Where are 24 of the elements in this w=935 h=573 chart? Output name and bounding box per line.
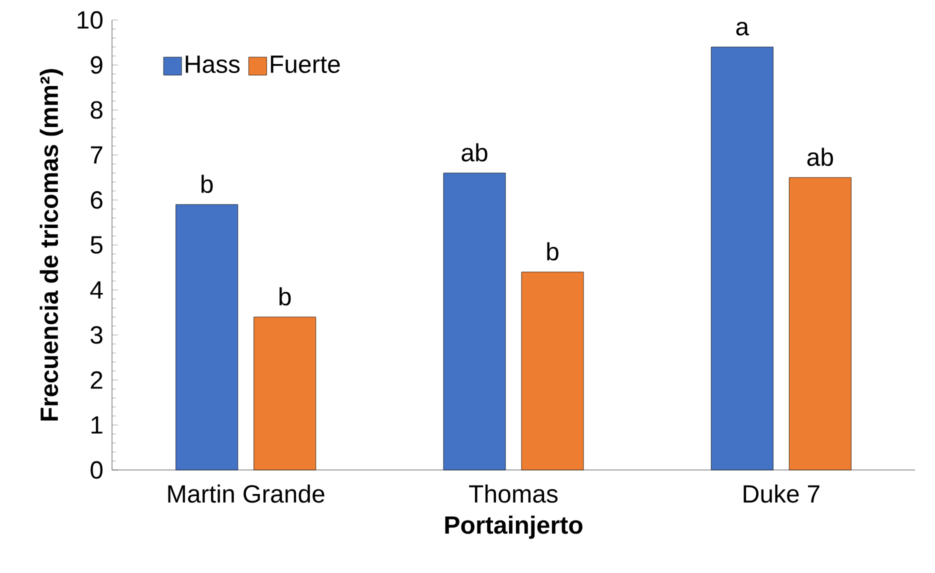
y-tick-label: 8 <box>90 101 102 119</box>
y-tick-label: 2 <box>90 371 102 389</box>
legend-label: Hass <box>186 56 240 74</box>
x-tick-label: Martin Grande <box>168 484 324 503</box>
x-tick-label: Thomas <box>469 484 558 503</box>
data-label: a <box>736 22 750 36</box>
y-tick-label: 9 <box>90 56 102 74</box>
y-tick-label: 0 <box>90 461 103 479</box>
y-tick-label: 6 <box>90 191 102 209</box>
data-label: b <box>547 242 558 260</box>
data-label: ab <box>807 148 833 166</box>
y-tick-label: 3 <box>90 326 102 344</box>
y-tick-label: 7 <box>90 146 102 164</box>
y-tick-label: 10 <box>78 11 103 29</box>
data-label: ab <box>462 143 488 162</box>
x-tick-label: Duke 7 <box>744 484 820 503</box>
y-tick-label: 4 <box>90 281 103 299</box>
y-tick-label: 1 <box>92 416 102 434</box>
legend-label: Fuerte <box>270 56 340 74</box>
data-label: b <box>280 287 291 306</box>
data-label: b <box>202 174 213 193</box>
y-axis-title: Frecuencia de tricomas (mm²) <box>40 69 64 420</box>
x-axis-title: Portainjerto <box>445 516 582 539</box>
y-tick-label: 5 <box>90 236 102 254</box>
